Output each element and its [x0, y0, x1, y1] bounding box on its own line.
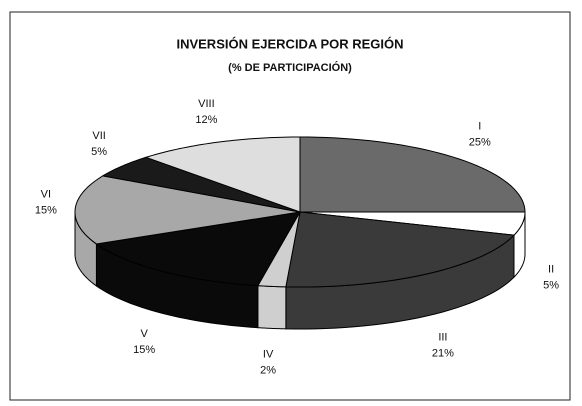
- pie-slice: [299, 136, 526, 213]
- pie-slice: [95, 211, 301, 287]
- pie-slice: [144, 136, 301, 213]
- pie-slice: [74, 175, 301, 245]
- chart-title: INVERSIÓN EJERCIDA POR REGIÓN: [176, 36, 403, 51]
- slice-value-label: 15%: [35, 205, 57, 217]
- slice-label: VII: [92, 130, 105, 142]
- slice-value-label: 5%: [543, 280, 559, 292]
- slice-label: I: [478, 120, 481, 132]
- slice-label: III: [438, 332, 447, 344]
- slice-value-label: 25%: [469, 136, 491, 148]
- pie-side: [257, 285, 287, 330]
- slice-value-label: 12%: [195, 114, 217, 126]
- slice-label: VIII: [198, 98, 215, 110]
- slice-label: V: [140, 328, 148, 340]
- pie-slice: [285, 211, 516, 288]
- slice-label: IV: [263, 348, 274, 360]
- slice-label: II: [548, 264, 554, 276]
- slice-value-label: 21%: [432, 348, 454, 360]
- chart-subtitle: (% DE PARTICIPACIÓN): [228, 61, 352, 74]
- pie-slice: [101, 156, 301, 213]
- slice-value-label: 2%: [260, 364, 276, 376]
- slice-value-label: 15%: [133, 344, 155, 356]
- slice-label: VI: [41, 189, 51, 201]
- slice-value-label: 5%: [91, 146, 107, 158]
